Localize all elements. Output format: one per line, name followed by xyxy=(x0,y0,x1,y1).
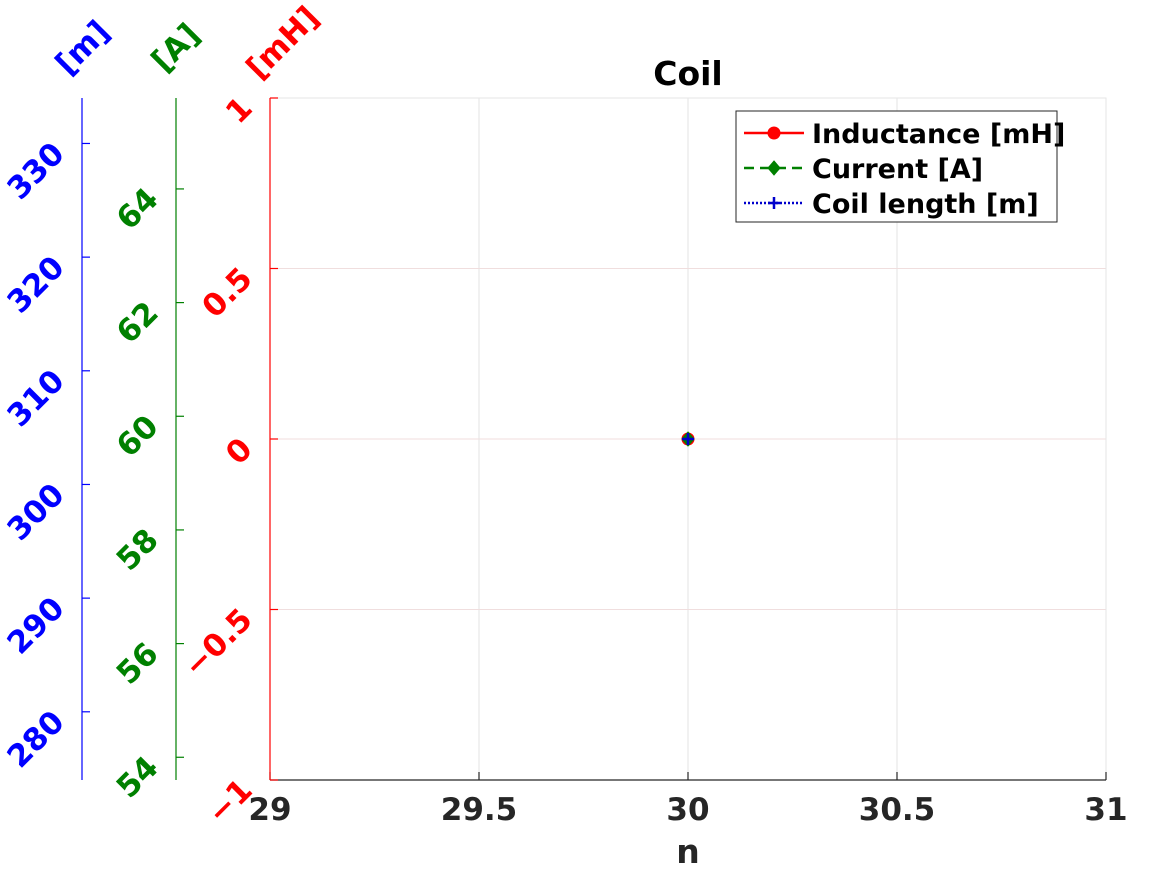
legend-item: Inductance [mH] xyxy=(744,119,1065,150)
data-series xyxy=(681,431,695,447)
length-tick-label: 310 xyxy=(0,363,71,434)
x-tick-label: 30 xyxy=(666,792,709,828)
legend-item: Coil length [m] xyxy=(744,189,1039,220)
length-tick-label: 330 xyxy=(0,136,71,207)
length-unit-label: [m] xyxy=(49,14,117,82)
current-tick-label: 64 xyxy=(110,181,166,237)
inductance-tick-label: 1 xyxy=(219,90,260,131)
current-unit-label: [A] xyxy=(145,17,207,79)
x-axis: 29 29.5 30 30.5 31 xyxy=(248,772,1128,828)
legend-marker xyxy=(767,126,781,140)
length-tick-label: 300 xyxy=(0,477,71,548)
x-tick-label: 29.5 xyxy=(441,792,518,828)
inductance-tick-label: −0.5 xyxy=(177,602,260,685)
legend-label: Inductance [mH] xyxy=(812,119,1065,150)
length-tick-label: 290 xyxy=(0,590,71,661)
legend-label: Coil length [m] xyxy=(812,189,1039,220)
current-tick-label: 58 xyxy=(110,522,166,578)
data-point-length xyxy=(682,433,694,445)
x-tick-label: 29 xyxy=(248,792,291,828)
current-y-axis: 54 56 58 60 62 64 [A] xyxy=(110,17,207,806)
legend-marker xyxy=(767,160,781,176)
inductance-tick-label: 0 xyxy=(219,431,260,472)
current-tick-label: 56 xyxy=(110,636,166,692)
x-axis-label: n xyxy=(676,832,700,871)
length-y-axis: 280 290 300 310 320 330 [m] xyxy=(0,14,117,780)
legend-marker xyxy=(768,197,780,209)
current-tick-label: 62 xyxy=(110,295,166,351)
inductance-tick-label: 0.5 xyxy=(195,261,259,325)
x-tick-label: 31 xyxy=(1084,792,1127,828)
inductance-y-axis: −1−0.500.51[mH] xyxy=(177,0,326,831)
x-tick-label: 30.5 xyxy=(859,792,936,828)
series-length xyxy=(682,433,694,445)
length-tick-label: 320 xyxy=(0,249,71,320)
legend: Inductance [mH] Current [A] Coil length [m… xyxy=(735,110,1065,223)
current-tick-label: 60 xyxy=(110,408,166,464)
legend-item: Current [A] xyxy=(744,154,983,185)
inductance-unit-label: [mH] xyxy=(240,0,327,86)
legend-label: Current [A] xyxy=(812,154,983,185)
current-tick-label: 54 xyxy=(110,749,166,805)
length-tick-label: 280 xyxy=(0,704,71,775)
chart-title: Coil xyxy=(653,54,723,93)
